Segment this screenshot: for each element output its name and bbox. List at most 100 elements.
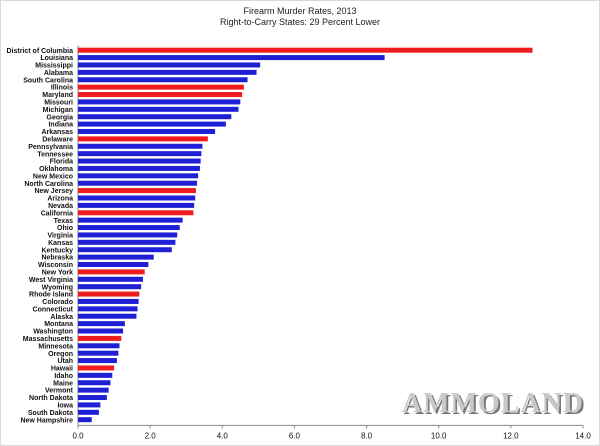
category-label: Missouri (44, 100, 73, 107)
category-label: Alabama (44, 70, 73, 77)
bar (78, 158, 201, 164)
category-label: District of Columbia (6, 48, 73, 55)
bar (78, 84, 244, 90)
x-tick-label: 0.0 (72, 431, 84, 440)
category-label: Pennsylvania (28, 144, 73, 151)
category-label: South Dakota (28, 410, 73, 417)
bar (78, 409, 99, 415)
bar (78, 239, 176, 245)
x-tick-label: 4.0 (217, 431, 229, 440)
bar (78, 77, 248, 83)
category-label: South Carolina (23, 77, 73, 84)
bar (78, 62, 261, 68)
bar (78, 210, 194, 216)
category-label: Minnesota (38, 343, 73, 350)
chart-subtitle: Right-to-Carry States: 29 Percent Lower (219, 17, 381, 27)
category-label: Connecticut (33, 306, 74, 313)
bar (78, 99, 241, 105)
category-label: New Jersey (34, 188, 73, 195)
category-label: Hawaii (51, 366, 73, 373)
category-label: Texas (54, 218, 73, 225)
category-label: Kentucky (41, 247, 73, 254)
bar (78, 143, 203, 149)
bar (78, 276, 143, 282)
category-label: Michigan (43, 107, 73, 114)
bar (78, 343, 120, 349)
category-label: Washington (33, 329, 73, 336)
bar (78, 165, 200, 171)
category-label: Florida (50, 159, 73, 166)
category-label: Kansas (48, 240, 73, 247)
category-label: Colorado (42, 299, 73, 306)
bar (78, 417, 92, 423)
category-label: Vermont (45, 388, 74, 395)
watermark-logo: AMMOLAND (401, 388, 584, 419)
bar (78, 313, 137, 319)
bar (78, 121, 226, 127)
chart-title: Firearm Murder Rates, 2013 (243, 6, 357, 16)
bar (78, 284, 142, 290)
bar (78, 55, 385, 61)
category-label: West Virginia (29, 277, 73, 284)
category-label: New Mexico (33, 173, 73, 180)
category-label: Arkansas (41, 129, 73, 136)
bar (78, 217, 183, 223)
category-label: Virginia (47, 233, 73, 240)
category-label: North Dakota (29, 395, 73, 402)
bar (78, 262, 149, 267)
bar (78, 321, 125, 327)
bar (78, 380, 111, 386)
bar (78, 358, 117, 364)
category-label: California (41, 210, 73, 217)
category-label: Wisconsin (38, 262, 73, 269)
x-tick-label: 6.0 (289, 431, 301, 440)
category-label: Mississippi (35, 63, 73, 70)
category-label: Arizona (47, 196, 73, 203)
bar (78, 254, 154, 260)
bar (78, 114, 232, 120)
category-label: Massachusetts (23, 336, 73, 343)
category-label: North Carolina (24, 181, 73, 188)
category-label: Nevada (48, 203, 73, 210)
category-label: Louisiana (40, 55, 73, 62)
bar (78, 335, 122, 341)
x-tick-label: 10.0 (431, 431, 447, 440)
category-label: New York (42, 270, 73, 277)
x-tick-label: 14.0 (575, 431, 591, 440)
category-label: Oklahoma (39, 166, 73, 173)
bar (78, 188, 196, 194)
bar (78, 202, 195, 208)
bar (78, 365, 115, 371)
bar (78, 298, 139, 304)
category-label: Ohio (57, 225, 73, 232)
bar (78, 106, 239, 112)
bar (78, 92, 243, 98)
bar (78, 180, 198, 186)
category-label: Idaho (54, 373, 73, 380)
bar (78, 306, 138, 312)
bar (78, 372, 113, 378)
bar (78, 128, 216, 134)
bar (78, 395, 107, 401)
category-label: Nebraska (41, 255, 73, 262)
category-label: Rhode Island (29, 292, 73, 299)
category-label: Georgia (47, 114, 74, 121)
bar (78, 151, 202, 157)
bar (78, 69, 257, 75)
bar (78, 195, 196, 201)
category-label: Utah (57, 358, 73, 365)
bar (78, 47, 533, 53)
category-label: Montana (44, 321, 73, 328)
category-label: Iowa (57, 403, 73, 410)
category-label: Oregon (48, 351, 73, 358)
bar (78, 173, 199, 179)
bar (78, 328, 124, 334)
bar (78, 269, 145, 275)
category-label: New Hampshire (20, 417, 73, 424)
bar (78, 291, 140, 297)
bar (78, 136, 208, 142)
category-label: Alaska (50, 314, 73, 321)
category-label: Delaware (42, 136, 73, 143)
x-tick-label: 2.0 (145, 431, 157, 440)
